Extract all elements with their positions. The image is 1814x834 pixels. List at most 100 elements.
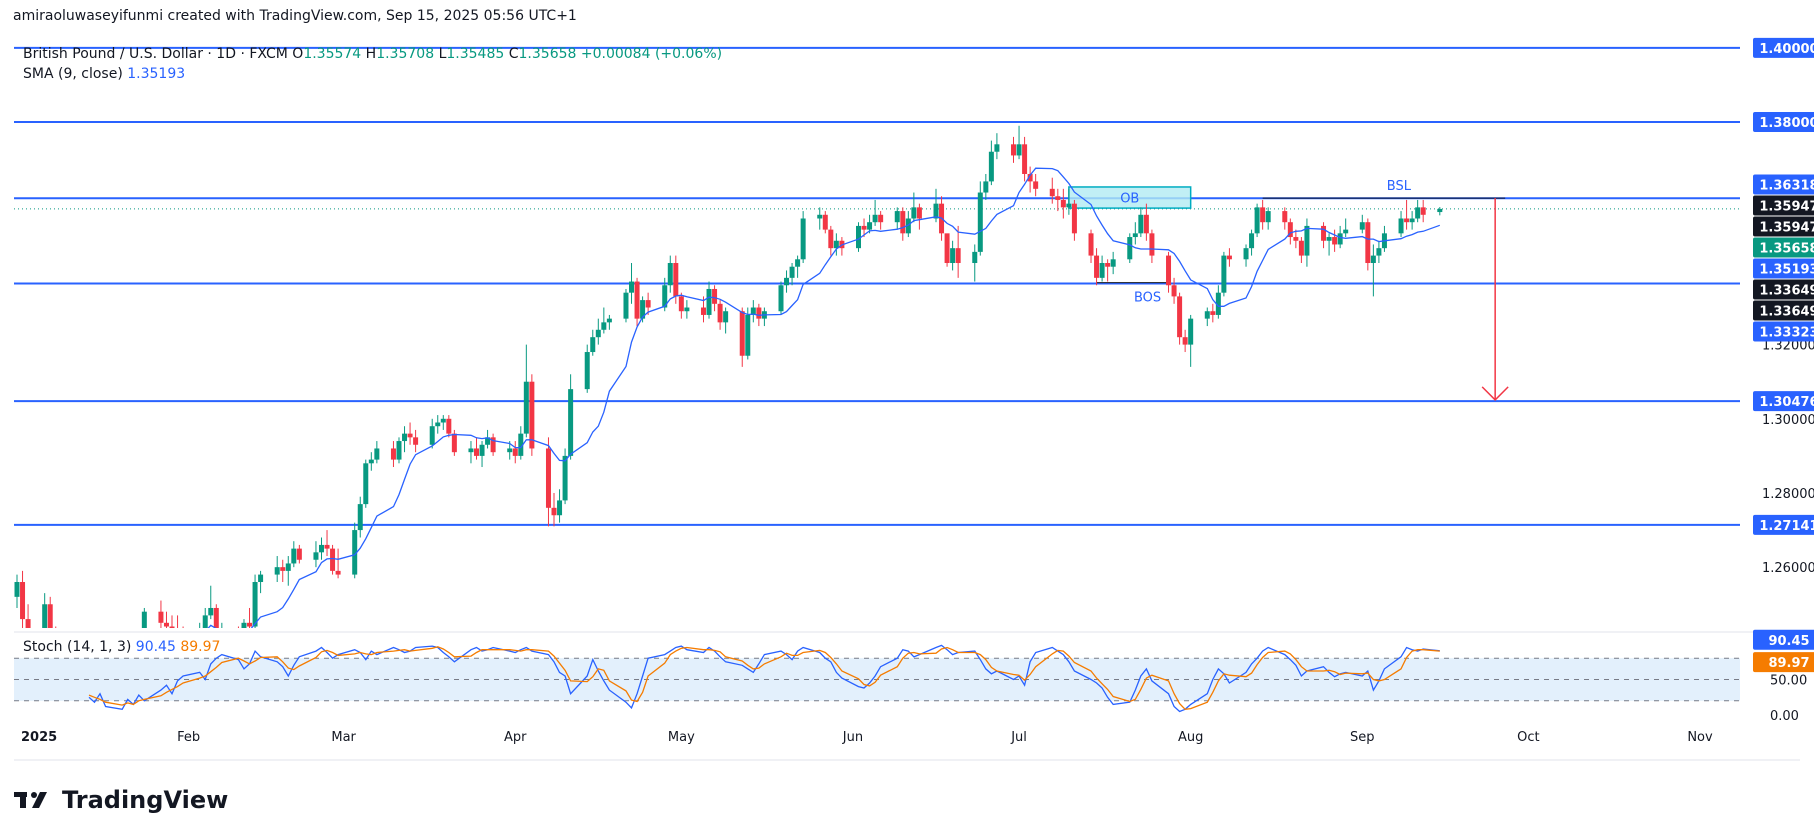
time-tick-label: Sep	[1350, 730, 1375, 745]
candle-body	[595, 329, 601, 338]
candle-body	[1022, 144, 1028, 174]
candle-body	[590, 337, 596, 353]
candle-body	[1332, 237, 1338, 245]
price-tick-label: 1.30000	[1762, 413, 1814, 428]
candle-body	[545, 448, 551, 508]
candle-body	[568, 389, 574, 456]
candle-body	[236, 634, 241, 649]
price-label-text: 1.33323	[1759, 325, 1814, 340]
candle-body	[950, 248, 956, 264]
price-label-text: 1.38000	[1759, 116, 1814, 131]
candle-body	[1166, 255, 1172, 286]
candle-body	[368, 459, 374, 464]
price-label-text: 1.40000	[1759, 42, 1814, 57]
candle-body	[623, 292, 629, 319]
candle-body	[1210, 311, 1216, 315]
high-value: 1.35708	[376, 46, 435, 62]
candle-body	[778, 285, 784, 312]
candle-body	[1149, 233, 1155, 256]
candle-body	[330, 548, 336, 571]
price-tick-label: 1.28000	[1762, 487, 1814, 502]
candle-body	[440, 418, 446, 423]
stoch-label[interactable]: Stoch (14, 1, 3)	[23, 639, 132, 655]
candle-body	[158, 611, 164, 623]
candle-body	[872, 214, 878, 223]
candle-body	[662, 285, 668, 308]
candle-body	[867, 222, 873, 230]
price-label-box	[1753, 391, 1814, 412]
candle-body	[789, 266, 795, 278]
candle-body	[1282, 211, 1288, 223]
brand-name: TradingView	[62, 786, 229, 814]
time-tick-label: Feb	[177, 730, 200, 745]
chart-legend: British Pound / U.S. Dollar · 1D · FXCM …	[23, 44, 722, 84]
sma-line	[207, 167, 1441, 628]
stoch-d-line	[88, 646, 1440, 710]
time-tick-label: Jul	[1010, 730, 1027, 745]
price-label-text: 1.33649	[1759, 283, 1814, 298]
candle-body	[274, 567, 280, 575]
open-label: O	[292, 46, 304, 62]
candle-body	[856, 225, 861, 249]
candle-body	[1437, 208, 1443, 213]
candle-body	[911, 207, 917, 219]
candle-body	[723, 311, 729, 323]
sma-label[interactable]: SMA (9, close)	[23, 66, 123, 82]
candle-body	[1127, 237, 1133, 260]
candle-body	[1226, 255, 1232, 260]
stoch-k-label-box	[1753, 629, 1814, 650]
time-tick-label: Apr	[504, 730, 527, 745]
candle-body	[645, 300, 651, 308]
candle-body	[944, 233, 950, 264]
price-pane	[14, 36, 1754, 628]
candle-body	[933, 203, 939, 219]
candle-body	[988, 151, 994, 182]
price-label-text: 1.35658	[1759, 241, 1814, 256]
ohlc-values: O1.35574 H1.35708 L1.35485 C1.35658 +0.0…	[292, 46, 722, 62]
candle-body	[551, 507, 557, 516]
candle-body	[673, 263, 679, 297]
candle-body	[1409, 218, 1415, 223]
candle-body	[1293, 237, 1299, 241]
candle-body	[208, 607, 214, 616]
candle-body	[352, 530, 358, 575]
candle-body	[1420, 207, 1426, 215]
stoch-k-label-text: 90.45	[1768, 634, 1809, 649]
stoch-tick-label: 0.00	[1770, 709, 1799, 724]
candle-body	[900, 211, 906, 234]
candle-body	[169, 626, 175, 628]
price-label-text: 1.35947	[1759, 199, 1814, 214]
candle-body	[296, 548, 302, 560]
candle-body	[1254, 207, 1260, 234]
candle-body	[878, 214, 884, 223]
candle-body	[1260, 207, 1266, 223]
candle-body	[446, 418, 452, 434]
candle-body	[678, 296, 684, 312]
candle-body	[640, 300, 646, 319]
candle-body	[413, 437, 419, 445]
candle-body	[1204, 311, 1210, 319]
tradingview-logo[interactable]: TradingView	[14, 786, 228, 814]
price-label-box	[1753, 174, 1814, 195]
candle-body	[562, 455, 568, 501]
price-label-text: 1.36318	[1759, 178, 1814, 193]
candle-body	[1066, 203, 1072, 208]
candle-body	[1105, 263, 1111, 267]
candle-body	[584, 352, 590, 390]
candle-body	[1049, 188, 1055, 197]
price-label-text: 1.35193	[1759, 262, 1814, 277]
candle-body	[1376, 248, 1382, 256]
candle-body	[1326, 237, 1332, 241]
candle-body	[407, 433, 413, 438]
candle-body	[324, 544, 330, 549]
candle-body	[435, 422, 441, 427]
stoch-d-label-text: 89.97	[1768, 656, 1809, 671]
symbol-name[interactable]: British Pound / U.S. Dollar · 1D · FXCM	[23, 46, 288, 62]
candle-body	[1243, 248, 1249, 260]
candle-body	[955, 248, 961, 264]
candle-body	[390, 448, 396, 460]
candle-body	[795, 259, 801, 267]
time-tick-label: 2025	[21, 730, 57, 745]
candle-body	[485, 437, 491, 445]
